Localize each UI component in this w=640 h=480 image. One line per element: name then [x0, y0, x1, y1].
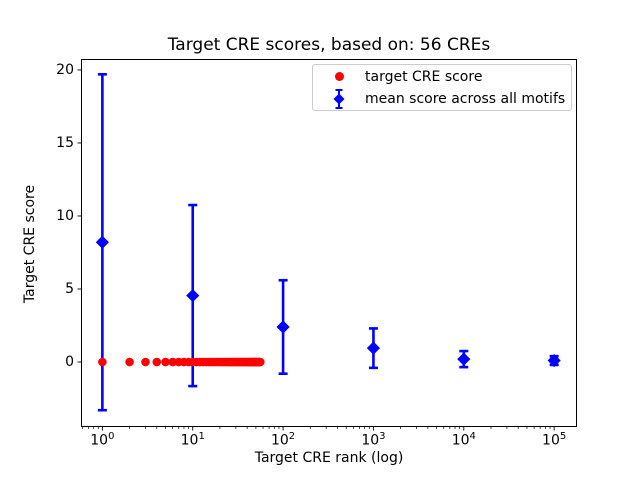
mean-point — [276, 320, 290, 334]
y-tick-label: 15 — [56, 134, 74, 151]
mean-point — [186, 288, 200, 303]
target-point — [125, 357, 134, 367]
mean-point — [457, 352, 471, 366]
legend-item-label: mean score across all motifs — [365, 90, 566, 107]
x-tick-label: 102 — [270, 431, 296, 449]
blue-diamond-errorbar-marker-icon — [313, 88, 365, 110]
x-axis-label: Target CRE rank (log) — [254, 450, 404, 466]
y-tick-label: 20 — [56, 61, 74, 78]
mean-point — [547, 353, 561, 368]
legend-item-label: target CRE score — [365, 68, 483, 85]
x-tick-label: 101 — [180, 431, 205, 449]
legend-item-target: target CRE score — [313, 66, 571, 87]
mean-point — [366, 341, 381, 355]
y-tick-label: 0 — [65, 354, 74, 371]
target-point — [161, 357, 170, 367]
target-point — [141, 357, 150, 367]
x-tick-label: 104 — [451, 431, 476, 449]
y-tick-label: 5 — [65, 281, 74, 297]
x-tick-label: 103 — [361, 431, 386, 449]
legend-item-mean: mean score across all motifs — [313, 88, 571, 109]
mean-point — [95, 235, 109, 249]
red-circle-marker-icon — [313, 72, 365, 81]
y-axis-label: Target CRE score — [22, 184, 38, 304]
legend: target CRE score mean score across all m… — [312, 64, 572, 111]
y-tick-label: 10 — [56, 207, 74, 224]
x-tick-label: 105 — [542, 431, 567, 449]
target-point — [98, 357, 107, 367]
target-point — [168, 357, 177, 367]
chart-title: Target CRE scores, based on: 56 CREs — [167, 35, 491, 55]
x-tick-label: 100 — [90, 431, 115, 449]
axes-spines — [81, 59, 577, 427]
target-point — [152, 357, 162, 367]
target-point — [256, 357, 265, 367]
